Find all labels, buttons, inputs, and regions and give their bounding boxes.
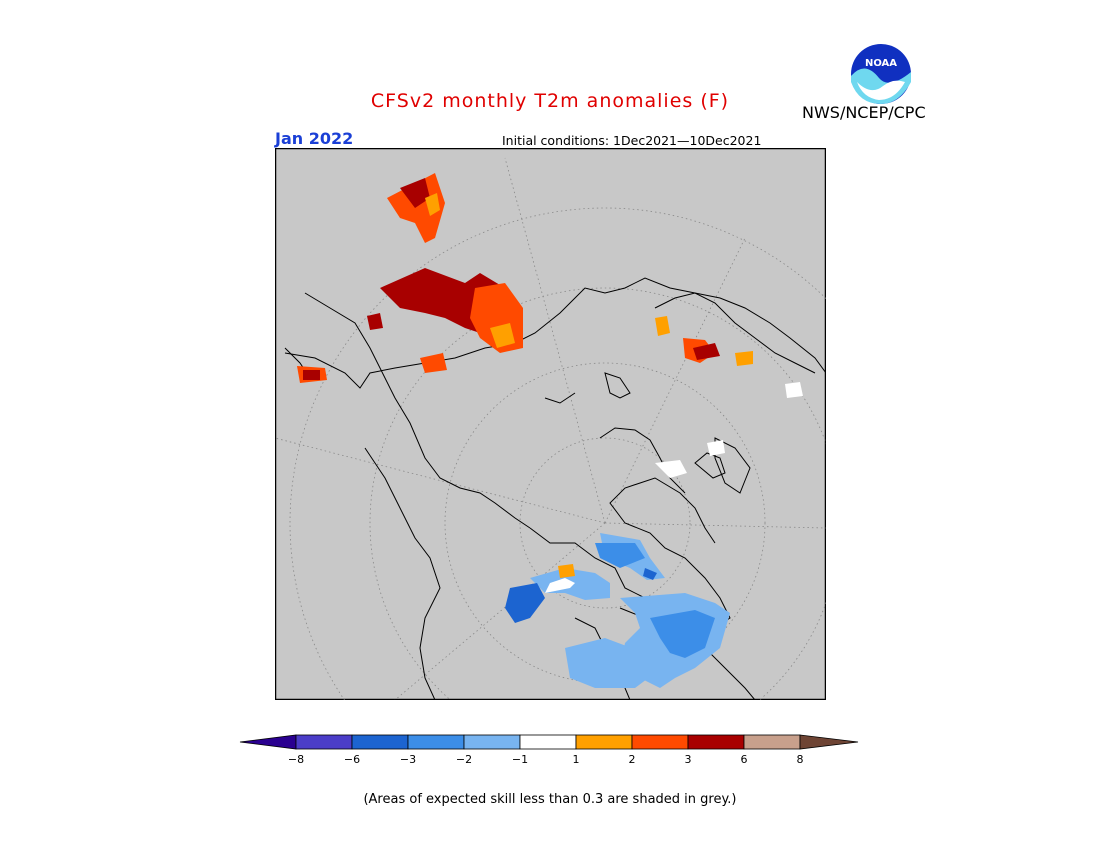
legend-tick-label: 8 xyxy=(796,753,804,766)
legend-bin xyxy=(575,734,633,750)
legend-tick-label: −3 xyxy=(399,753,417,766)
forecast-month: Jan 2022 xyxy=(275,129,354,148)
legend-bin xyxy=(351,734,409,750)
near-normal-cell-greenland-a xyxy=(655,460,687,478)
warm-region-mid-west xyxy=(420,353,447,373)
map-title: CFSv2 monthly T2m anomalies (F) xyxy=(370,90,730,112)
near-normal-cell-greenland-b xyxy=(707,440,725,456)
cold-core-western-canada xyxy=(505,583,545,623)
mild-warm-cell-arctic-canada xyxy=(558,564,575,578)
legend-bin xyxy=(743,734,801,750)
legend-tick-label: −2 xyxy=(455,753,473,766)
noaa-logo: NOAA xyxy=(849,42,913,110)
warm-cell-west-siberia xyxy=(367,313,383,330)
agency-label: NWS/NCEP/CPC xyxy=(802,103,926,122)
mild-warm-cell-eastern-siberia xyxy=(425,193,440,216)
legend-tick-label: 1 xyxy=(572,753,580,766)
skill-footnote: (Areas of expected skill less than 0.3 a… xyxy=(363,792,737,807)
legend-bin xyxy=(295,734,353,750)
legend-tick-label: 3 xyxy=(684,753,692,766)
legend-bin xyxy=(519,734,577,750)
legend-tick-label: −8 xyxy=(287,753,305,766)
legend-bin xyxy=(407,734,465,750)
mild-warm-cell-east-b xyxy=(735,351,753,366)
anomaly-cells xyxy=(297,173,803,688)
cool-region-northern-us xyxy=(565,638,655,688)
cold-cell-labrador xyxy=(643,568,657,580)
warm-core-eastern-siberia xyxy=(400,178,430,208)
legend-tick-label: 2 xyxy=(628,753,636,766)
legend-tick-label: 6 xyxy=(740,753,748,766)
legend-tick-label: −1 xyxy=(511,753,529,766)
legend-bin xyxy=(463,734,521,750)
polar-map xyxy=(274,147,921,839)
warm-core-east-a xyxy=(693,343,720,360)
warm-core-far-west xyxy=(303,370,320,380)
cold-region-baffin xyxy=(595,543,645,568)
color-legend xyxy=(238,728,862,758)
initial-conditions: Initial conditions: 1Dec2021—10Dec2021 xyxy=(502,133,762,148)
warm-region-eastern-siberia xyxy=(387,173,445,243)
near-normal-region-northern-canada xyxy=(545,578,575,593)
legend-tick-labels: −8 −6 −3 −2 −1 1 2 3 6 8 xyxy=(0,753,1100,769)
legend-bin-high-arrow xyxy=(799,734,859,750)
logo-text: NOAA xyxy=(865,58,897,69)
legend-tick-label: −6 xyxy=(343,753,361,766)
legend-bin xyxy=(631,734,689,750)
mild-warm-cell-east-a xyxy=(655,316,670,336)
legend-bin xyxy=(687,734,745,750)
legend-bin-low-arrow xyxy=(239,734,297,750)
near-normal-cell-east-c xyxy=(785,382,803,398)
cold-region-hudson-bay xyxy=(650,610,715,658)
mild-warm-cell-central-russia xyxy=(490,323,515,348)
